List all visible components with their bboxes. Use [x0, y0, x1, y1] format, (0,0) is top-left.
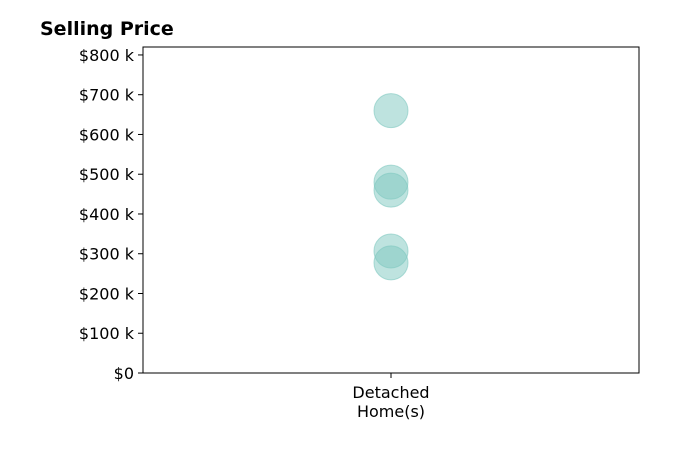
y-tick-label: $0 — [114, 364, 134, 383]
data-point — [373, 245, 409, 281]
data-point — [373, 172, 409, 208]
y-tick-label: $300 k — [79, 245, 135, 264]
chart-title: Selling Price — [40, 18, 174, 40]
y-tick-label: $500 k — [79, 165, 135, 184]
x-tick-label: Detached — [352, 383, 429, 402]
y-tick-label: $800 k — [79, 46, 135, 65]
data-points — [373, 93, 409, 281]
y-tick-label: $200 k — [79, 284, 135, 303]
y-tick-label: $600 k — [79, 125, 135, 144]
y-tick-label: $700 k — [79, 86, 135, 105]
data-point — [373, 93, 409, 129]
y-axis: $0 $100 k $200 k $300 k $400 k $500 k $600 k $7… — [79, 46, 143, 383]
x-tick-label: Home(s) — [357, 402, 425, 421]
y-tick-label: $400 k — [79, 205, 135, 224]
y-tick-label: $100 k — [79, 324, 135, 343]
